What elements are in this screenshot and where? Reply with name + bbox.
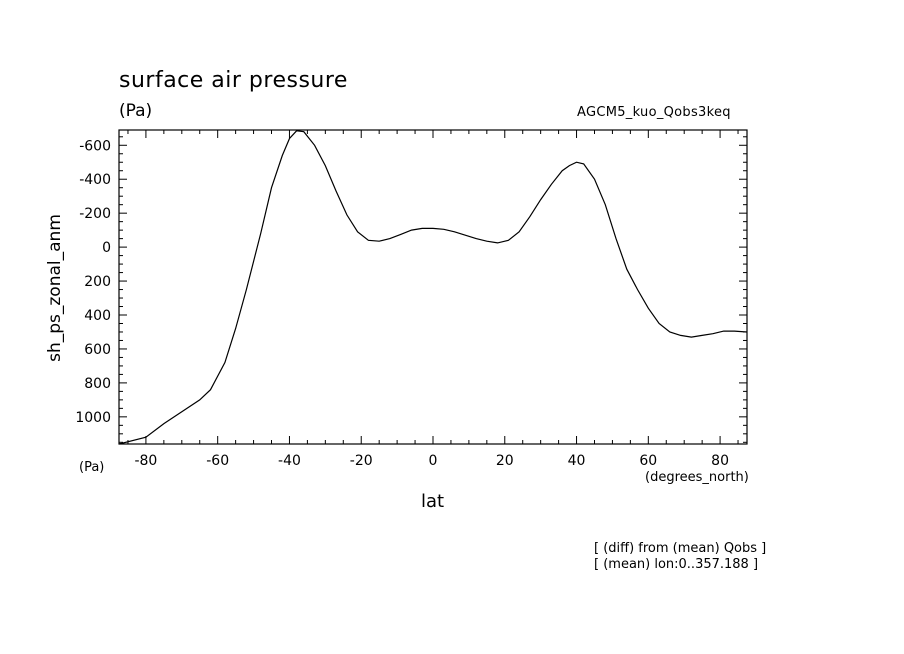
y-tick-label: 1000 (75, 410, 111, 426)
x-tick-label: 20 (496, 453, 514, 469)
x-tick-label: -20 (350, 453, 373, 469)
y-tick-label: 0 (102, 240, 111, 256)
series-line (118, 130, 748, 445)
y-tick-label: 400 (84, 308, 111, 324)
x-tick-label: -80 (134, 453, 157, 469)
y-tick-label: -600 (79, 138, 111, 154)
y-axis-units: (Pa) (79, 460, 105, 475)
plot-frame (118, 129, 748, 445)
x-axis-units: (degrees_north) (645, 470, 749, 485)
x-tick-label: 40 (568, 453, 586, 469)
x-axis-label: lat (421, 491, 445, 512)
experiment-label: AGCM5_kuo_Qobs3keq (577, 105, 731, 120)
x-tick-label: 0 (429, 453, 438, 469)
mean-note: [ (mean) lon:0..357.188 ] (594, 557, 759, 572)
units-label: (Pa) (119, 101, 153, 121)
x-tick-label: -40 (278, 453, 301, 469)
y-tick-label: 800 (84, 376, 111, 392)
y-tick-label: 600 (84, 342, 111, 358)
chart-title: surface air pressure (119, 68, 348, 93)
x-tick-label: 80 (711, 453, 729, 469)
y-tick-label: -400 (79, 172, 111, 188)
diff-note: [ (diff) from (mean) Qobs ] (594, 541, 767, 556)
axis-ticks (119, 130, 747, 444)
y-tick-label: 200 (84, 274, 111, 290)
tick-labels: -80 -60 -40 -20 0 20 40 60 80-600-400-2000200400… (75, 138, 729, 469)
x-tick-label: 60 (639, 453, 657, 469)
x-tick-label: -60 (206, 453, 229, 469)
y-tick-label: -200 (79, 206, 111, 222)
